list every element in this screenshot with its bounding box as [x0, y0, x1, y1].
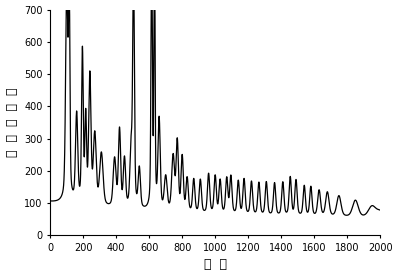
Y-axis label: 拉  曼  峰  强  度: 拉 曼 峰 强 度	[6, 88, 19, 157]
X-axis label: 波  数: 波 数	[204, 258, 227, 271]
